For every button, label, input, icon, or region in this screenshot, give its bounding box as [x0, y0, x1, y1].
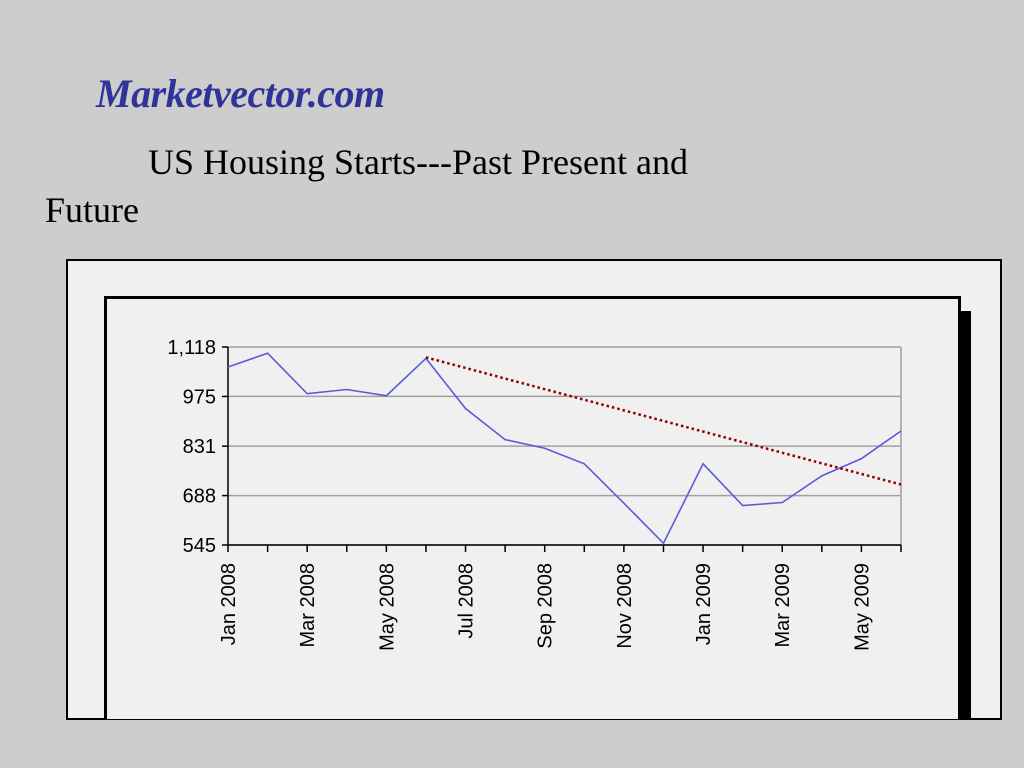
- x-tick-label: Mar 2008: [297, 563, 319, 648]
- y-tick-label: 545: [183, 535, 216, 557]
- housing-starts-line: [227, 352, 902, 545]
- x-tick-label: May 2009: [851, 563, 873, 651]
- y-tick-label: 688: [183, 486, 216, 508]
- x-tick-label: May 2008: [376, 563, 398, 651]
- y-tick-label: 1,118: [167, 337, 216, 359]
- x-tick-label: Jan 2008: [218, 563, 240, 645]
- brand-title: Marketvector.com: [96, 71, 385, 116]
- y-tick-label: 975: [183, 386, 216, 408]
- y-tick-label: 831: [183, 436, 216, 458]
- x-tick-label: Mar 2009: [772, 563, 794, 648]
- x-tick-label: Jan 2009: [693, 563, 715, 645]
- page-heading: US Housing Starts---Past Present and Fut…: [45, 138, 905, 234]
- x-tick-label: Nov 2008: [614, 563, 636, 649]
- x-tick-label: Sep 2008: [535, 563, 557, 649]
- heading-line-1: US Housing Starts---Past Present and: [148, 142, 688, 182]
- chart-inner-frame: [104, 296, 961, 719]
- heading-line-2: Future: [45, 190, 139, 230]
- trend-line: [425, 356, 902, 486]
- x-tick-label: Jul 2008: [456, 563, 478, 639]
